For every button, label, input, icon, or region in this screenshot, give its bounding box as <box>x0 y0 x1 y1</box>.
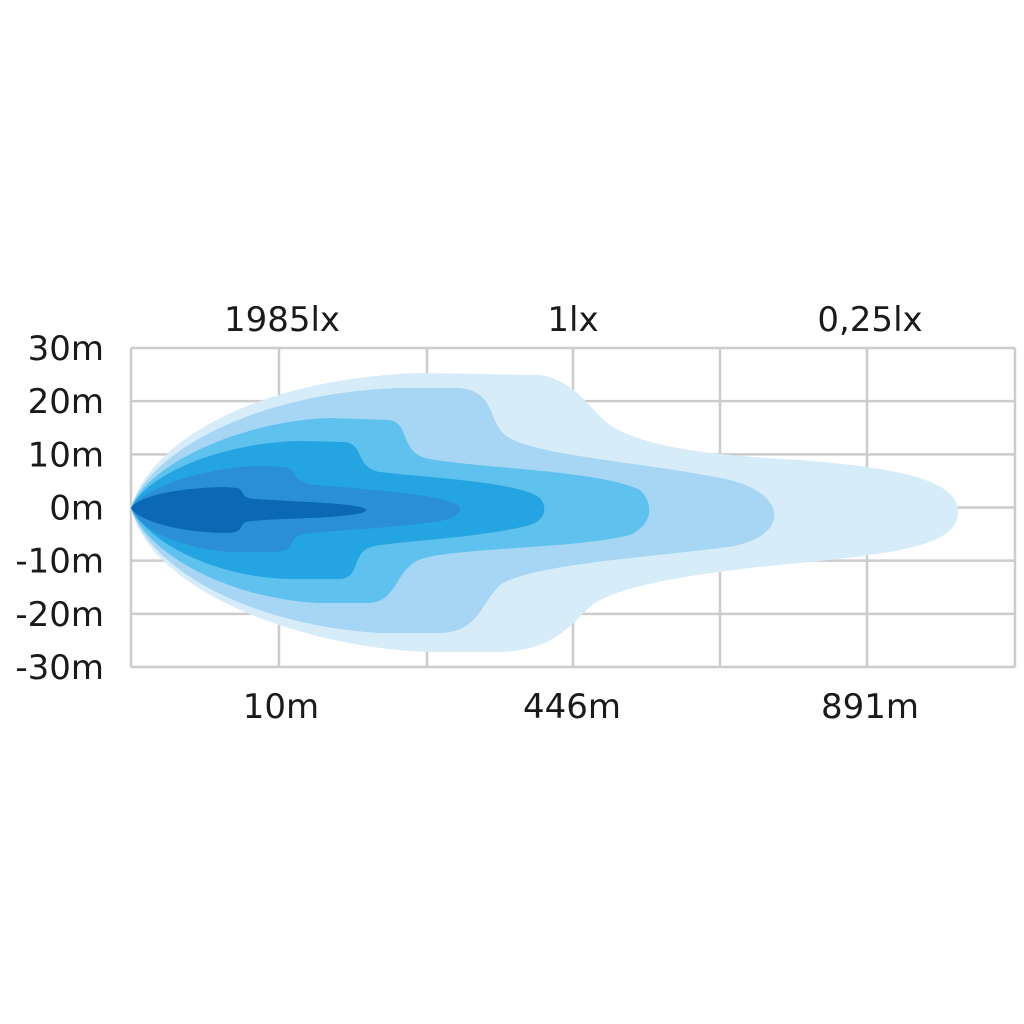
y-tick-label: 20m <box>28 382 104 422</box>
lux-label-2: 1lx <box>547 300 598 340</box>
y-tick-label: -10m <box>15 542 104 582</box>
x-tick-label-1: 10m <box>243 687 319 727</box>
isolux-layer-6 <box>131 487 367 533</box>
y-axis-labels: 30m 20m 10m 0m -10m -20m -30m <box>15 329 104 688</box>
y-tick-label: -20m <box>15 595 104 635</box>
x-tick-label-3: 891m <box>821 687 919 727</box>
y-tick-label: 30m <box>28 329 104 369</box>
y-tick-label: 0m <box>49 489 104 529</box>
y-tick-label: -30m <box>15 648 104 688</box>
x-tick-label-2: 446m <box>523 687 621 727</box>
isolux-layers <box>131 373 958 652</box>
y-tick-label: 10m <box>28 435 104 475</box>
lux-label-3: 0,25lx <box>817 300 922 340</box>
lux-label-1: 1985lx <box>224 300 340 340</box>
